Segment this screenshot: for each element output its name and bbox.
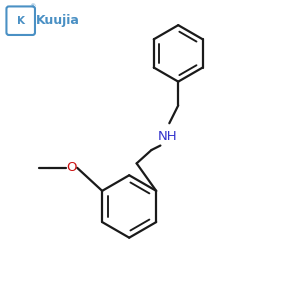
Text: NH: NH bbox=[158, 130, 178, 143]
Text: K: K bbox=[17, 16, 25, 26]
Text: ®: ® bbox=[29, 4, 36, 9]
Text: Kuujia: Kuujia bbox=[36, 14, 80, 27]
Text: O: O bbox=[66, 161, 76, 174]
